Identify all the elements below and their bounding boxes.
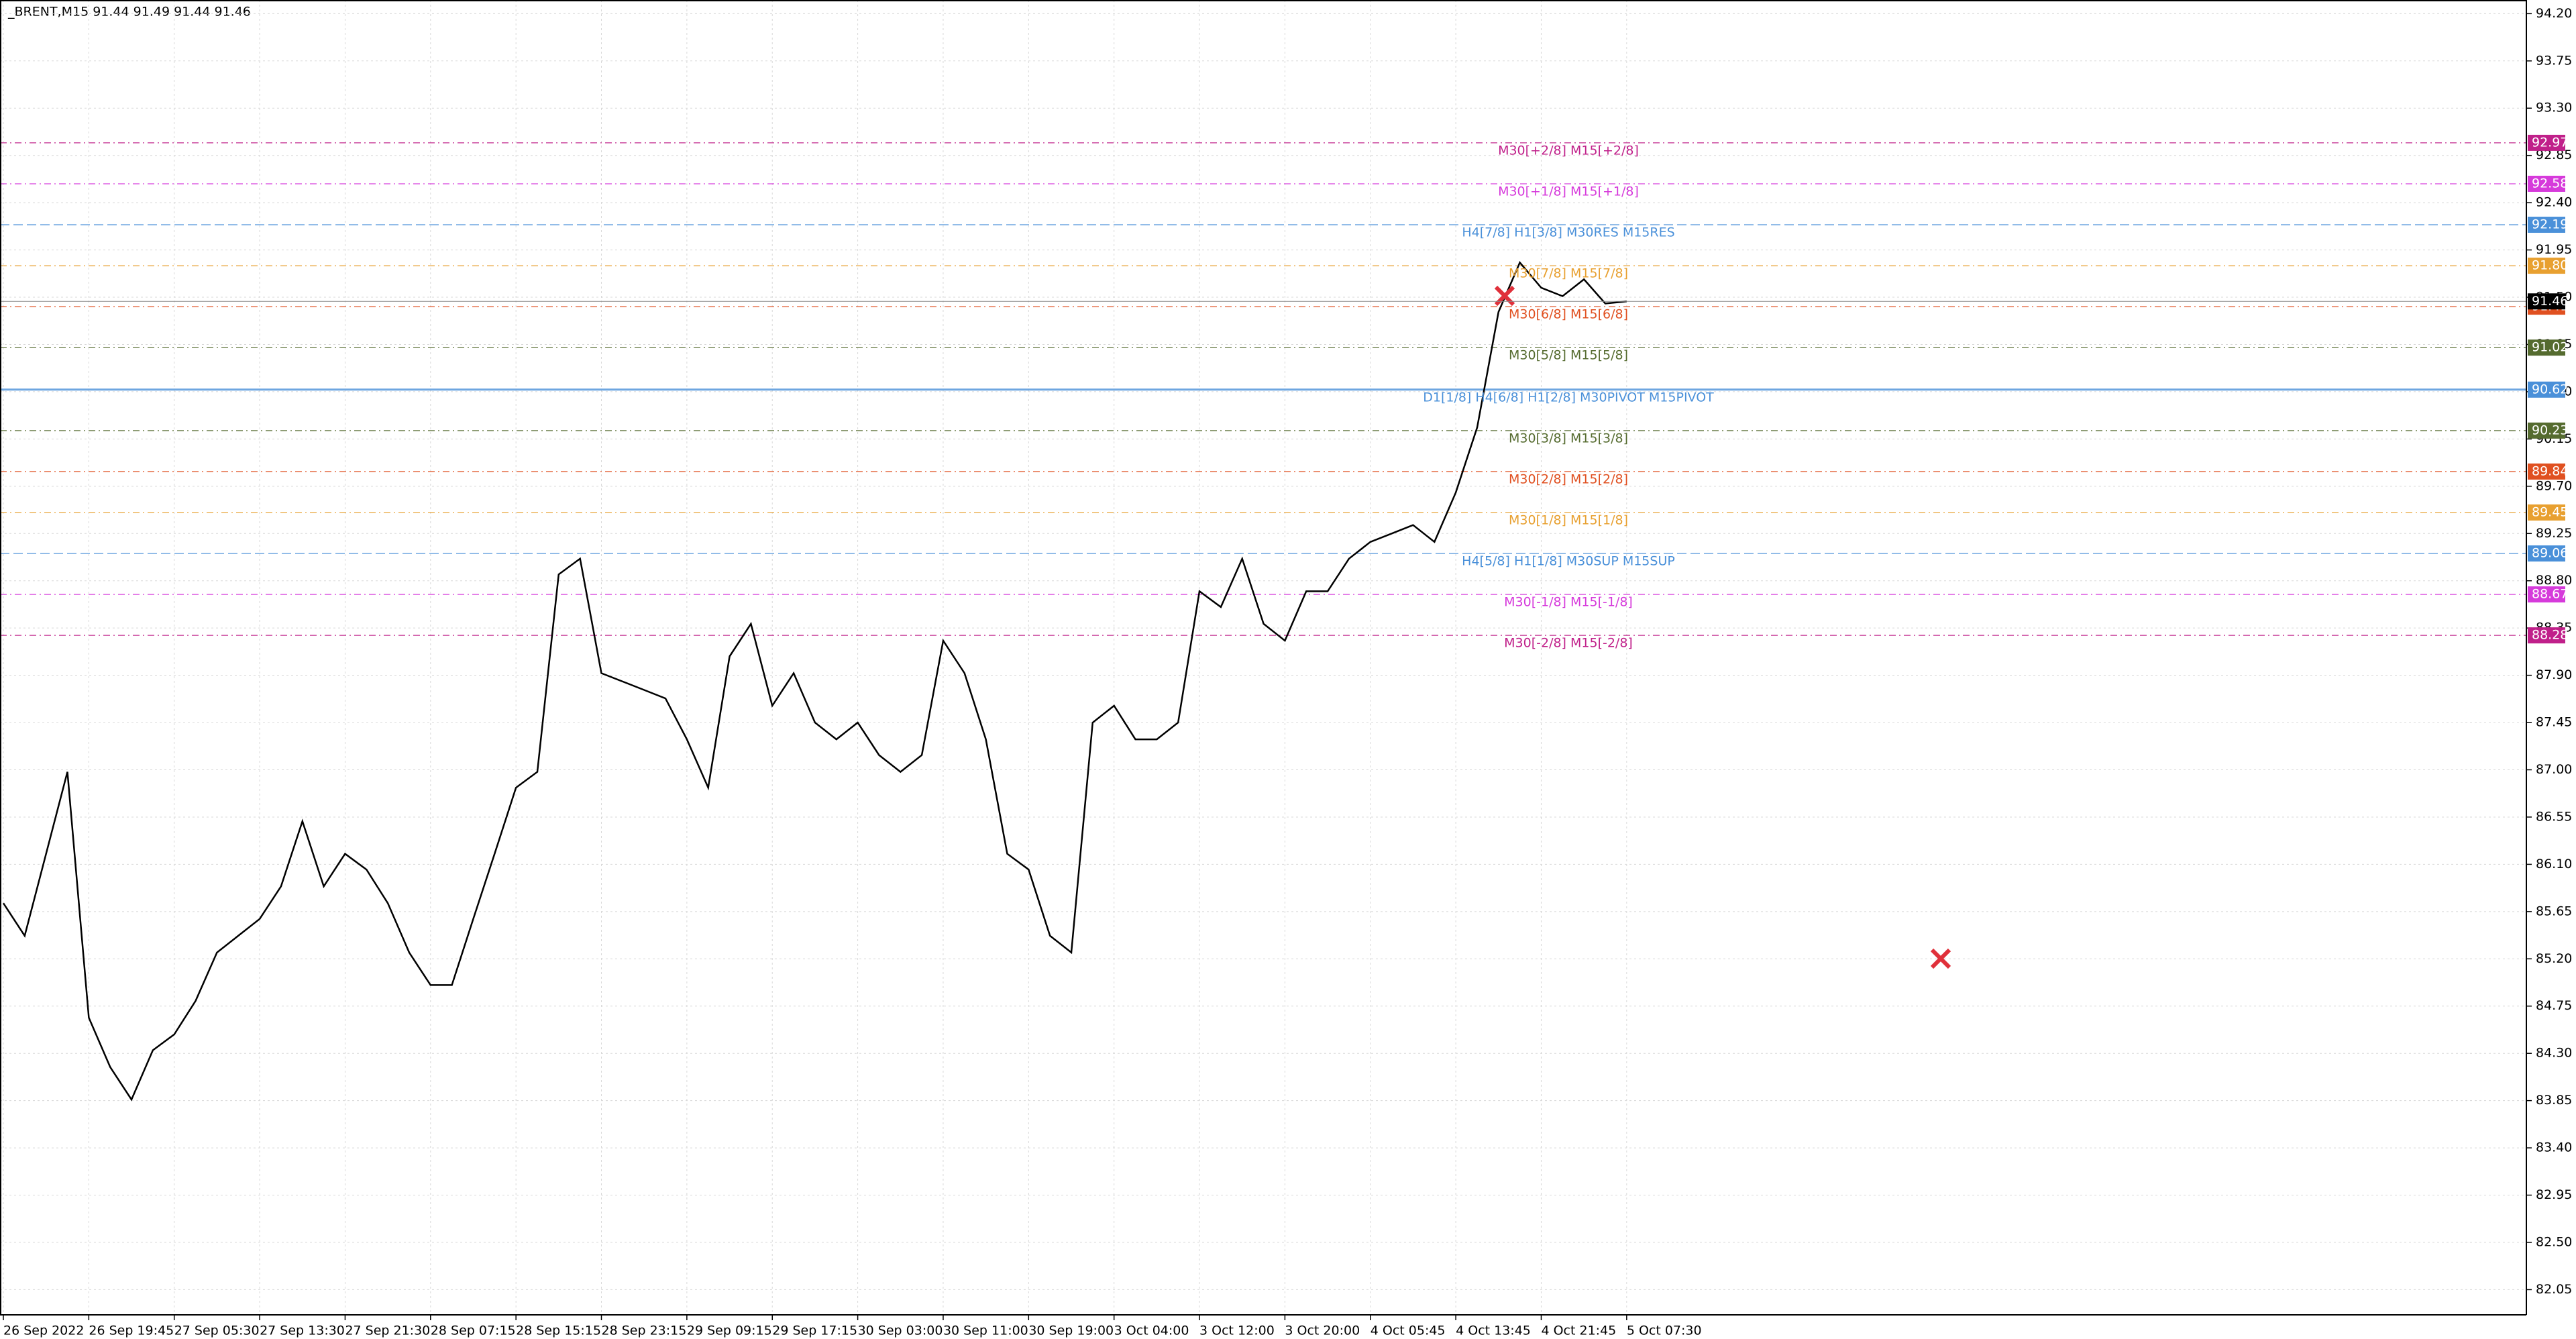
x-tick-label: 28 Sep 07:15 (431, 1324, 516, 1338)
level-price-tag (2528, 422, 2565, 439)
y-tick-label: 93.75 (2536, 53, 2572, 68)
level-price-tag (2528, 381, 2565, 398)
y-tick-label: 84.75 (2536, 998, 2572, 1013)
level-price-label: 89.45 (2532, 504, 2568, 519)
y-tick-label: 87.45 (2536, 715, 2572, 730)
level-label: M30[-1/8] M15[-1/8] (1504, 595, 1633, 610)
level-price-label: 91.80 (2532, 258, 2568, 273)
level-label: M30[3/8] M15[3/8] (1509, 431, 1628, 445)
y-tick-label: 82.05 (2536, 1282, 2572, 1297)
level-price-label: 92.58 (2532, 176, 2568, 191)
level-price-tag (2528, 586, 2565, 603)
y-tick-label: 88.80 (2536, 573, 2572, 588)
x-tick-label: 27 Sep 21:30 (345, 1324, 430, 1338)
y-tick-label: 91.95 (2536, 242, 2572, 257)
x-tick-label: 4 Oct 21:45 (1541, 1324, 1616, 1338)
level-price-tag (2528, 258, 2565, 274)
level-price-tag (2528, 134, 2565, 151)
y-tick-label: 85.65 (2536, 904, 2572, 918)
y-tick-label: 82.50 (2536, 1234, 2572, 1249)
y-tick-label: 89.70 (2536, 478, 2572, 493)
level-label: H4[7/8] H1[3/8] M30RES M15RES (1462, 225, 1674, 240)
level-label: M30[7/8] M15[7/8] (1509, 266, 1628, 281)
level-price-label: 88.28 (2532, 628, 2568, 643)
level-price-label: 92.97 (2532, 135, 2568, 150)
y-tick-label: 83.40 (2536, 1140, 2572, 1155)
last-price-tag (2528, 293, 2565, 310)
plot-area (0, 0, 2526, 1315)
x-tick-label: 3 Oct 20:00 (1285, 1324, 1360, 1338)
level-label: M30[2/8] M15[2/8] (1509, 472, 1628, 486)
level-price-label: 91.02 (2532, 340, 2568, 355)
level-label: M30[5/8] M15[5/8] (1509, 348, 1628, 363)
y-tick-label: 93.30 (2536, 101, 2572, 115)
level-price-tag (2528, 504, 2565, 521)
level-label: D1[1/8] H4[6/8] H1[2/8] M30PIVOT M15PIVO… (1423, 390, 1714, 405)
level-label: M30[+1/8] M15[+1/8] (1498, 184, 1639, 199)
x-tick-label: 30 Sep 19:00 (1028, 1324, 1114, 1338)
level-label: M30[-2/8] M15[-2/8] (1504, 636, 1633, 651)
level-price-label: 89.06 (2532, 546, 2568, 561)
x-tick-label: 29 Sep 09:15 (687, 1324, 772, 1338)
x-tick-label: 4 Oct 05:45 (1371, 1324, 1446, 1338)
y-tick-label: 87.00 (2536, 762, 2572, 777)
x-tick-label: 30 Sep 03:00 (858, 1324, 943, 1338)
y-tick-label: 92.40 (2536, 195, 2572, 210)
level-label: M30[+2/8] M15[+2/8] (1498, 143, 1639, 158)
y-tick-label: 82.95 (2536, 1187, 2572, 1202)
level-price-tag (2528, 339, 2565, 356)
y-tick-label: 86.55 (2536, 809, 2572, 824)
y-tick-label: 86.10 (2536, 857, 2572, 871)
last-price-label: 91.46 (2532, 294, 2568, 309)
level-price-tag (2528, 463, 2565, 480)
level-price-tag (2528, 217, 2565, 233)
x-tick-label: 5 Oct 07:30 (1627, 1324, 1702, 1338)
x-tick-label: 26 Sep 19:45 (89, 1324, 174, 1338)
y-tick-label: 94.20 (2536, 6, 2572, 21)
x-tick-label: 30 Sep 11:00 (943, 1324, 1028, 1338)
level-price-tag (2528, 627, 2565, 644)
x-tick-label: 27 Sep 05:30 (174, 1324, 260, 1338)
x-tick-label: 26 Sep 2022 (3, 1324, 84, 1338)
level-price-label: 90.23 (2532, 423, 2568, 437)
level-label: M30[1/8] M15[1/8] (1509, 513, 1628, 527)
x-tick-label: 4 Oct 13:45 (1456, 1324, 1531, 1338)
x-tick-label: 27 Sep 13:30 (260, 1324, 345, 1338)
level-label: M30[6/8] M15[6/8] (1509, 307, 1628, 322)
level-price-tag (2528, 545, 2565, 562)
x-tick-label: 3 Oct 04:00 (1114, 1324, 1189, 1338)
x-tick-label: 29 Sep 17:15 (772, 1324, 857, 1338)
y-tick-label: 83.85 (2536, 1093, 2572, 1108)
level-price-label: 89.84 (2532, 464, 2568, 478)
y-tick-label: 89.25 (2536, 526, 2572, 541)
price-line (2, 261, 1627, 1102)
chart-title: _BRENT,M15 91.44 91.49 91.44 91.46 (7, 5, 251, 19)
level-price-label: 92.19 (2532, 217, 2568, 232)
level-price-tag (2528, 175, 2565, 192)
level-price-label: 88.67 (2532, 587, 2568, 602)
level-price-label: 90.62 (2532, 382, 2568, 396)
x-tick-label: 28 Sep 23:15 (602, 1324, 687, 1338)
level-label: H4[5/8] H1[1/8] M30SUP M15SUP (1462, 554, 1675, 569)
x-tick-label: 28 Sep 15:15 (516, 1324, 601, 1338)
y-tick-label: 85.20 (2536, 951, 2572, 966)
y-tick-label: 87.90 (2536, 667, 2572, 682)
y-tick-label: 84.30 (2536, 1046, 2572, 1061)
x-tick-label: 3 Oct 12:00 (1199, 1324, 1275, 1338)
y-tick-label: 92.85 (2536, 148, 2572, 162)
